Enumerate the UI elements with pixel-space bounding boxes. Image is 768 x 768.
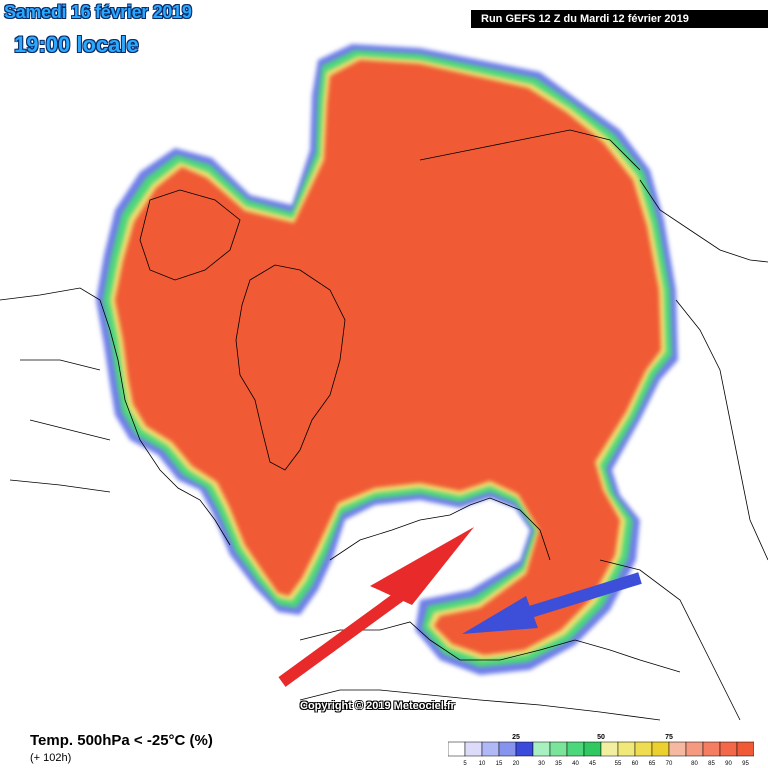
legend-tick-label: 90 (725, 761, 732, 767)
forecast-hour: (+ 102h) (30, 752, 72, 764)
blue-arrow (462, 572, 642, 634)
coastline-africa (299, 689, 661, 721)
field-label: Temp. 500hPa < -25°C (%) (30, 732, 213, 749)
legend-swatch (515, 741, 534, 757)
probability-band-red (115, 60, 661, 655)
legend-tick-label: 70 (666, 761, 673, 767)
coastline-canadian-arctic (139, 189, 241, 281)
legend-swatch (448, 741, 466, 757)
legend-tick-label: 5 (463, 761, 467, 767)
legend-tick-label: 60 (632, 761, 639, 767)
coastline-alaska (639, 179, 768, 263)
coastline-north-america (0, 287, 231, 546)
borders-middle-east (599, 559, 741, 721)
legend-swatch (685, 741, 704, 757)
legend-tick-label: 40 (572, 761, 579, 767)
red-arrow (278, 527, 474, 687)
coastline-greenland (235, 264, 346, 471)
legend-swatch (600, 741, 619, 757)
coastline-europe (329, 497, 551, 561)
legend-swatch (736, 741, 754, 757)
legend-swatch (549, 741, 568, 757)
legend-major-label: 75 (665, 734, 673, 741)
legend-tick-label: 80 (691, 761, 698, 767)
forecast-time: 19:00 locale (14, 32, 139, 57)
legend-swatch (651, 741, 670, 757)
coastlines (0, 129, 768, 721)
legend-swatch (583, 741, 602, 757)
legend-tick-label: 65 (649, 761, 656, 767)
legend-swatch (498, 741, 517, 757)
legend-tick-label: 30 (538, 761, 545, 767)
legend-tick-label: 45 (589, 761, 596, 767)
legend-swatch (617, 741, 636, 757)
legend-major-label: 50 (597, 734, 605, 741)
legend-tick-label: 35 (555, 761, 562, 767)
legend-tick-label: 95 (742, 761, 749, 767)
probability-field (96, 44, 678, 675)
borders-us (9, 359, 111, 493)
legend-tick-label: 10 (479, 761, 486, 767)
coastline-mediterranean (299, 621, 681, 673)
legend-tick-label: 85 (708, 761, 715, 767)
legend-swatch (668, 741, 687, 757)
forecast-date: Samedi 16 février 2019 (4, 2, 192, 22)
legend-swatch (464, 741, 483, 757)
legend-major-label: 25 (512, 734, 520, 741)
legend-swatch (702, 741, 721, 757)
annotation-arrows (278, 527, 642, 687)
legend-swatch (532, 741, 551, 757)
legend-tick-label: 55 (615, 761, 622, 767)
legend-swatch (634, 741, 653, 757)
run-info: Run GEFS 12 Z du Mardi 12 février 2019 (471, 10, 768, 28)
copyright: Copyright © 2019 Meteociel.fr (300, 700, 455, 712)
legend-swatch (481, 741, 500, 757)
legend-tick-label: 15 (496, 761, 503, 767)
legend-swatch (566, 741, 585, 757)
coastline-siberia (419, 129, 641, 171)
color-legend: 25 50 75 5 10 15 20 30 35 40 45 55 60 65 70 80 85 90 95 (448, 734, 754, 767)
legend-tick-label: 20 (513, 761, 520, 767)
legend-swatch (719, 741, 738, 757)
coastline-asia-east (675, 299, 768, 561)
